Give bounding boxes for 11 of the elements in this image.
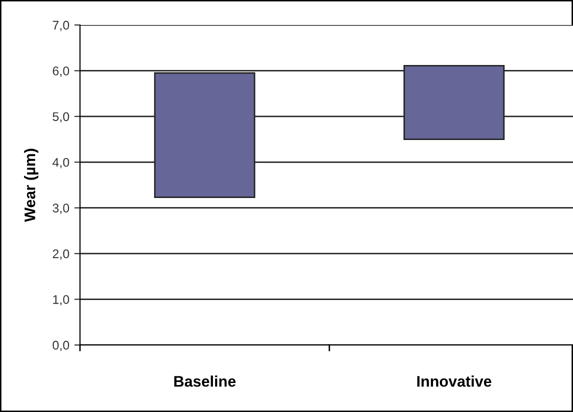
- x-tick-label: Baseline: [174, 376, 236, 387]
- y-tick-label: 6,0: [52, 66, 70, 77]
- y-tick-label: 7,0: [52, 20, 70, 32]
- y-tick-label: 3,0: [52, 204, 70, 214]
- y-tick-label: 1,0: [53, 295, 70, 306]
- y-tick-label: 5,0: [52, 112, 70, 123]
- y-tick-label: 0,0: [52, 340, 70, 352]
- x-tick-label: Innovative: [417, 376, 492, 387]
- y-axis-title: Wear (µm): [24, 148, 38, 222]
- y-tick-label: 2,0: [52, 249, 70, 260]
- y-tick-label: 4,0: [52, 158, 70, 168]
